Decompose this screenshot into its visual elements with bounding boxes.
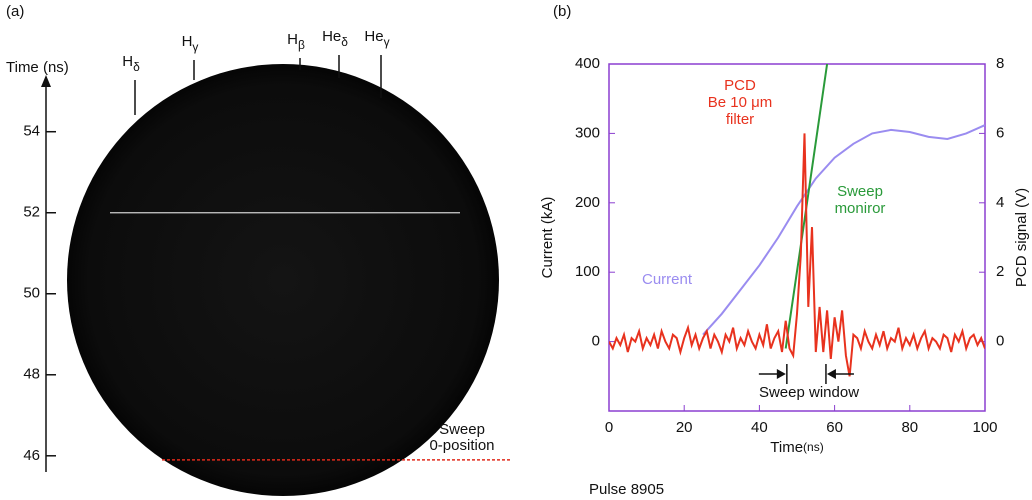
series-line bbox=[609, 133, 985, 377]
series-label: Sweep bbox=[837, 183, 883, 200]
y-tick-label: 0 bbox=[592, 333, 600, 350]
y2-axis-label: PCD signal (V) bbox=[1013, 188, 1030, 287]
x-tick-label: 100 bbox=[972, 419, 997, 436]
y2-tick-label: 6 bbox=[996, 124, 1004, 141]
line-label-main: He bbox=[322, 28, 341, 45]
y-axis-label: Current (kA) bbox=[539, 197, 556, 279]
line-label-sub: δ bbox=[133, 60, 140, 74]
y-tick-label: 46 bbox=[23, 447, 40, 464]
line-label-sub: γ bbox=[384, 35, 390, 49]
y-tick-label: 48 bbox=[23, 366, 40, 383]
line-label: Heγ bbox=[364, 28, 389, 49]
panel-label: (b) bbox=[553, 3, 571, 20]
series-label: Be 10 μm bbox=[708, 94, 773, 111]
y2-tick-label: 0 bbox=[996, 333, 1004, 350]
annotation: 0-position bbox=[429, 437, 494, 454]
window-arrowhead bbox=[826, 369, 836, 379]
y-tick-label: 100 bbox=[575, 263, 600, 280]
axis-arrow bbox=[41, 75, 51, 87]
line-label-main: He bbox=[364, 28, 383, 45]
streak-image bbox=[67, 64, 499, 496]
series-label: Current bbox=[642, 271, 693, 288]
x-tick-label: 60 bbox=[826, 419, 843, 436]
line-label-main: H bbox=[182, 33, 193, 50]
line-label-sub: γ bbox=[192, 40, 198, 54]
plot-frame bbox=[608, 63, 986, 412]
series-line bbox=[784, 64, 829, 349]
annotation: Sweep bbox=[439, 421, 485, 438]
y-tick-label: 400 bbox=[575, 55, 600, 72]
x-tick-label: 40 bbox=[751, 419, 768, 436]
y-tick-label: 52 bbox=[23, 204, 40, 221]
line-label: Hγ bbox=[182, 33, 199, 54]
x-axis-label-unit: (ns) bbox=[803, 440, 824, 454]
line-label-sub: δ bbox=[341, 35, 348, 49]
y-tick-label: 54 bbox=[23, 123, 40, 140]
x-tick-label: 20 bbox=[676, 419, 693, 436]
line-label: Heδ bbox=[322, 28, 348, 49]
line-label: Hδ bbox=[122, 53, 140, 74]
panel-label: (a) bbox=[6, 3, 24, 20]
y-tick-label: 200 bbox=[575, 194, 600, 211]
y2-tick-label: 8 bbox=[996, 55, 1004, 72]
line-label: Hβ bbox=[287, 31, 305, 52]
y-tick-label: 50 bbox=[23, 285, 40, 302]
annotation: Sweep window bbox=[759, 384, 859, 401]
y-axis-label: Time (ns) bbox=[6, 59, 69, 76]
x-tick-label: 0 bbox=[605, 419, 613, 436]
y2-tick-label: 4 bbox=[996, 194, 1004, 211]
y2-tick-label: 2 bbox=[996, 263, 1004, 280]
series-line bbox=[702, 124, 985, 336]
x-tick-label: 80 bbox=[901, 419, 918, 436]
series-label: PCD bbox=[724, 77, 756, 94]
series-label: moniror bbox=[835, 200, 886, 217]
x-axis-label-main: Time bbox=[770, 439, 803, 456]
line-label-main: H bbox=[287, 31, 298, 48]
series-label: filter bbox=[726, 111, 754, 128]
label-bg bbox=[748, 384, 870, 402]
window-arrowhead bbox=[776, 369, 786, 379]
line-label-sub: β bbox=[298, 38, 305, 52]
footnote: Pulse 8905 bbox=[589, 481, 664, 498]
x-axis-label: Time(ns) bbox=[770, 439, 823, 456]
y-tick-label: 300 bbox=[575, 124, 600, 141]
line-label-main: H bbox=[122, 53, 133, 70]
